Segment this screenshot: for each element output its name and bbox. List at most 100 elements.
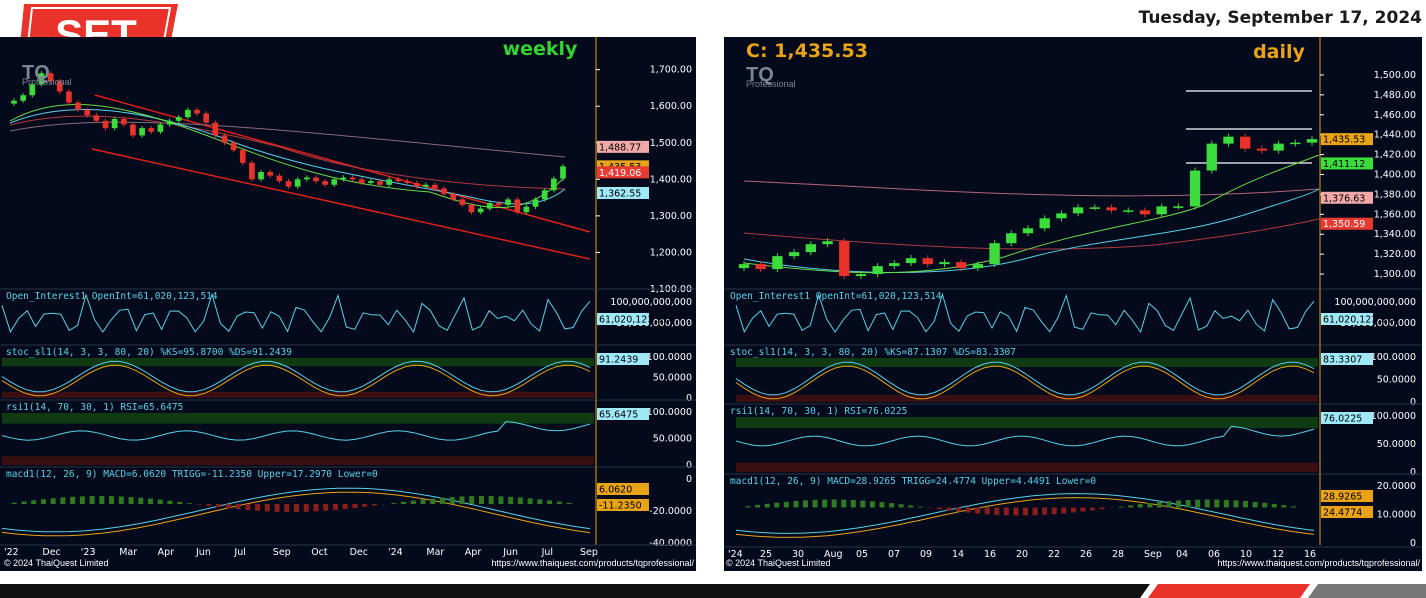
- macd-histogram-bar: [109, 496, 115, 504]
- macd-histogram-bar: [1099, 507, 1105, 510]
- candle-body: [939, 262, 950, 265]
- candle-body: [194, 109, 200, 114]
- stoch-axis-label: 0: [1410, 397, 1416, 408]
- macd-histogram-bar: [362, 504, 368, 507]
- macd-histogram-bar: [459, 496, 465, 504]
- ma-short: [9, 108, 566, 205]
- stoch-badge-label: 91.2439: [599, 355, 638, 366]
- candle-body: [66, 91, 72, 103]
- candle-body: [29, 84, 36, 96]
- macd-axis-label: 0: [1410, 538, 1416, 549]
- overbought-zone: [2, 413, 594, 424]
- macd-histogram-bar: [1252, 501, 1258, 508]
- macd-histogram-bar: [1185, 499, 1191, 508]
- macd-histogram-bar: [860, 500, 866, 508]
- candle-body: [1022, 228, 1034, 234]
- macd-histogram-bar: [774, 502, 780, 508]
- candle-body: [267, 172, 274, 176]
- date-tick-label: 09: [920, 549, 932, 560]
- watermark: TQ: [22, 62, 50, 84]
- candle-body: [441, 188, 447, 194]
- candle-body: [285, 181, 292, 187]
- oi-badge-label: 61,020,123,514: [599, 315, 675, 326]
- price-tick-label: 1,600.00: [650, 101, 692, 112]
- candle-body: [139, 128, 145, 136]
- macd-histogram-bar: [430, 498, 436, 504]
- oversold-zone: [2, 456, 594, 465]
- price-tick-label: 1,320.00: [1374, 249, 1416, 260]
- macd-histogram-bar: [225, 504, 231, 509]
- candle-body: [1139, 210, 1151, 215]
- macd-badge: [1321, 490, 1373, 502]
- macd-badge: [1321, 506, 1373, 518]
- candle-body: [839, 241, 850, 277]
- candle-body: [377, 181, 383, 185]
- rsi-axis-label: 100.0000: [1371, 411, 1416, 422]
- candle-body: [1306, 139, 1318, 143]
- macd-histogram-bar: [274, 504, 280, 512]
- candle-body: [1239, 136, 1251, 149]
- macd-histogram-bar: [1271, 503, 1277, 508]
- price-tick-label: 1,420.00: [1374, 150, 1416, 161]
- macd-histogram-bar: [956, 507, 962, 512]
- date-tick-label: 07: [888, 549, 900, 560]
- date-tick-label: '23: [81, 547, 96, 558]
- macd-histogram-bar: [157, 499, 163, 504]
- date-tick-label: 16: [984, 549, 996, 560]
- candle-body: [1089, 207, 1101, 209]
- macd-histogram-bar: [793, 500, 799, 508]
- candle-body: [551, 178, 557, 191]
- candle-body: [11, 100, 17, 104]
- macd-histogram-bar: [831, 499, 837, 508]
- date-tick-label: Mar: [119, 547, 137, 558]
- rsi-axis-label: 50.0000: [1377, 439, 1416, 450]
- candle-body: [922, 258, 933, 265]
- macd-histogram-bar: [1051, 507, 1057, 515]
- stoch-label: stoc_sl1(14, 3, 3, 80, 20) %KS=87.1307 %…: [730, 347, 1016, 358]
- candle-body: [303, 177, 310, 180]
- macd-histogram-bar: [332, 504, 338, 510]
- candle-body: [738, 264, 750, 269]
- watermark: TQ: [746, 64, 774, 86]
- date-tick-label: 04: [1176, 549, 1188, 560]
- macd-histogram-bar: [1032, 507, 1038, 516]
- macd-histogram-bar: [410, 500, 416, 504]
- macd-histogram-bar: [1166, 501, 1172, 508]
- macd-histogram-bar: [1233, 500, 1239, 508]
- candle-body: [322, 181, 328, 185]
- macd-histogram-bar: [975, 507, 981, 514]
- candle-body: [788, 252, 800, 257]
- candle-body: [294, 179, 301, 187]
- macd-badge-label: 6.0620: [599, 485, 632, 496]
- macd-histogram-bar: [841, 499, 847, 508]
- macd-histogram-bar: [352, 504, 358, 508]
- date-tick-label: Jul: [541, 547, 553, 558]
- macd-histogram-bar: [440, 497, 445, 504]
- source-url[interactable]: https://www.thaiquest.com/products/tqpro…: [1217, 558, 1420, 568]
- candle-body: [221, 135, 228, 143]
- candle-body: [47, 73, 54, 82]
- macd-histogram-bar: [1147, 503, 1153, 508]
- macd-histogram-bar: [264, 504, 270, 512]
- price-badge-label: 1,411.12: [1323, 159, 1365, 170]
- macd-axis-label: 10.0000: [1377, 510, 1416, 521]
- price-tick-label: 1,500.00: [650, 138, 692, 149]
- macd-histogram-bar: [469, 496, 475, 504]
- oi-axis-label: 50,000,000,000: [1340, 318, 1416, 329]
- macd-histogram-bar: [79, 496, 85, 504]
- macd-line: [1, 487, 591, 533]
- source-url[interactable]: https://www.thaiquest.com/products/tqpro…: [491, 558, 694, 568]
- macd-histogram-bar: [177, 501, 183, 504]
- stoch-line: [1, 360, 591, 393]
- weekly-chart-panel: weekly TQ Professional 1,700.00 1,600.00 1…: [0, 37, 696, 571]
- macd-badge: [597, 499, 649, 511]
- candle-body: [560, 166, 566, 179]
- macd-histogram-bar: [755, 504, 761, 508]
- rsi-axis-label: 0: [686, 460, 692, 471]
- copyright: © 2024 ThaiQuest Limited: [726, 558, 831, 568]
- price-tick-label: 1,380.00: [1374, 189, 1416, 200]
- candle-body: [120, 118, 127, 125]
- candle-body: [989, 243, 1000, 265]
- stoch-axis-label: 0: [686, 393, 692, 404]
- stoch-axis-label: 100.0000: [1371, 352, 1416, 363]
